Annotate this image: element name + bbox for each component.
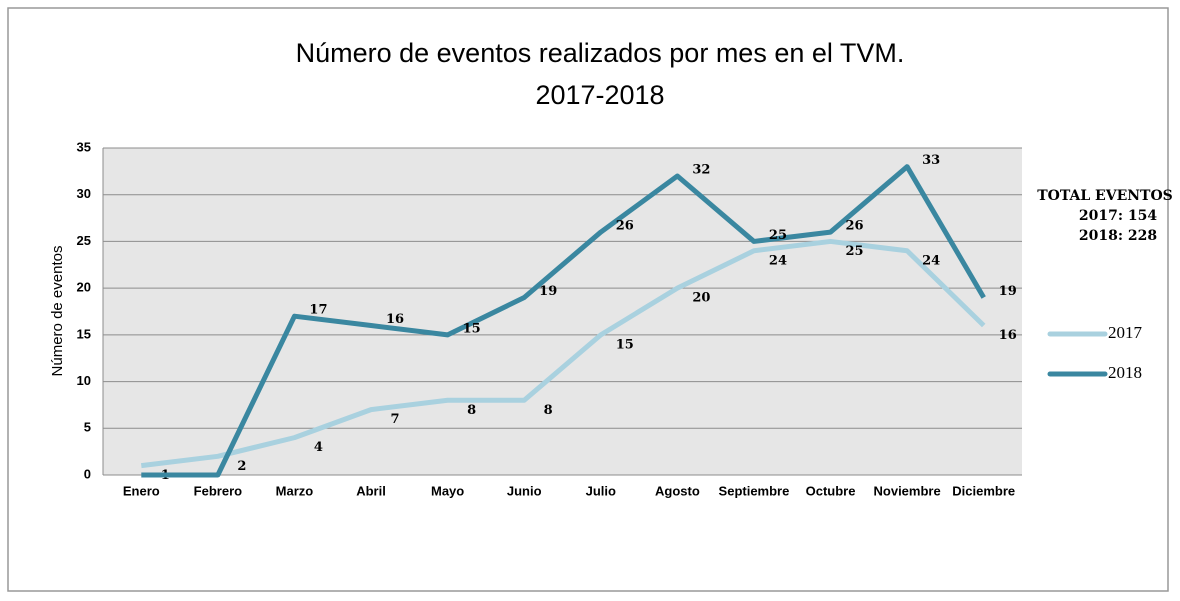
x-tick-label: Noviembre [874, 483, 941, 498]
data-label: 20 [692, 291, 710, 306]
data-label: 16 [386, 312, 404, 327]
x-tick-label: Enero [123, 483, 160, 498]
annotation: 2017: 154 [1079, 208, 1157, 224]
data-label: 7 [391, 412, 400, 427]
x-tick-label: Agosto [655, 483, 700, 498]
data-label: 8 [544, 403, 553, 418]
data-label: 8 [467, 403, 476, 418]
data-label: 2 [237, 459, 246, 474]
data-label: 4 [314, 440, 323, 455]
x-tick-label: Abril [356, 483, 386, 498]
data-label: 26 [845, 219, 863, 234]
x-tick-label: Diciembre [952, 483, 1015, 498]
data-label: 19 [999, 284, 1017, 299]
y-tick-label: 25 [77, 233, 91, 248]
y-tick-label: 10 [77, 373, 91, 388]
y-axis-label: Número de eventos [49, 246, 66, 377]
y-tick-label: 30 [77, 186, 91, 201]
y-tick-label: 0 [84, 466, 91, 481]
data-label: 26 [616, 219, 634, 234]
chart-title: Número de eventos realizados por mes en … [296, 38, 905, 68]
legend-label: 2017 [1108, 323, 1143, 342]
data-label: 32 [692, 163, 710, 178]
series-line [140, 238, 986, 469]
data-label: 24 [922, 253, 940, 268]
x-tick-label: Febrero [194, 483, 242, 498]
x-tick-label: Octubre [806, 483, 856, 498]
y-tick-label: 5 [84, 420, 91, 435]
y-tick-label: 15 [77, 326, 91, 341]
x-tick-label: Junio [507, 483, 542, 498]
data-label: 19 [539, 284, 557, 299]
annotation: 2018: 228 [1079, 228, 1157, 244]
legend-label: 2018 [1108, 363, 1142, 382]
x-tick-label: Septiembre [719, 483, 790, 498]
x-tick-label: Mayo [431, 483, 464, 498]
x-tick-label: Marzo [276, 483, 314, 498]
x-tick-label: Julio [586, 483, 616, 498]
data-label: 25 [769, 228, 787, 243]
y-tick-label: 35 [77, 139, 91, 154]
data-label: 25 [845, 244, 863, 259]
data-label: 17 [309, 303, 327, 318]
data-label: 33 [922, 153, 940, 168]
data-label: 15 [463, 321, 481, 336]
chart-title: 2017-2018 [535, 80, 664, 110]
annotation: TOTAL EVENTOS [1037, 188, 1173, 204]
data-label: 15 [616, 337, 634, 352]
data-label: 16 [999, 328, 1017, 343]
series-line [141, 164, 986, 478]
y-tick-label: 20 [77, 280, 91, 295]
data-label: 24 [769, 253, 787, 268]
